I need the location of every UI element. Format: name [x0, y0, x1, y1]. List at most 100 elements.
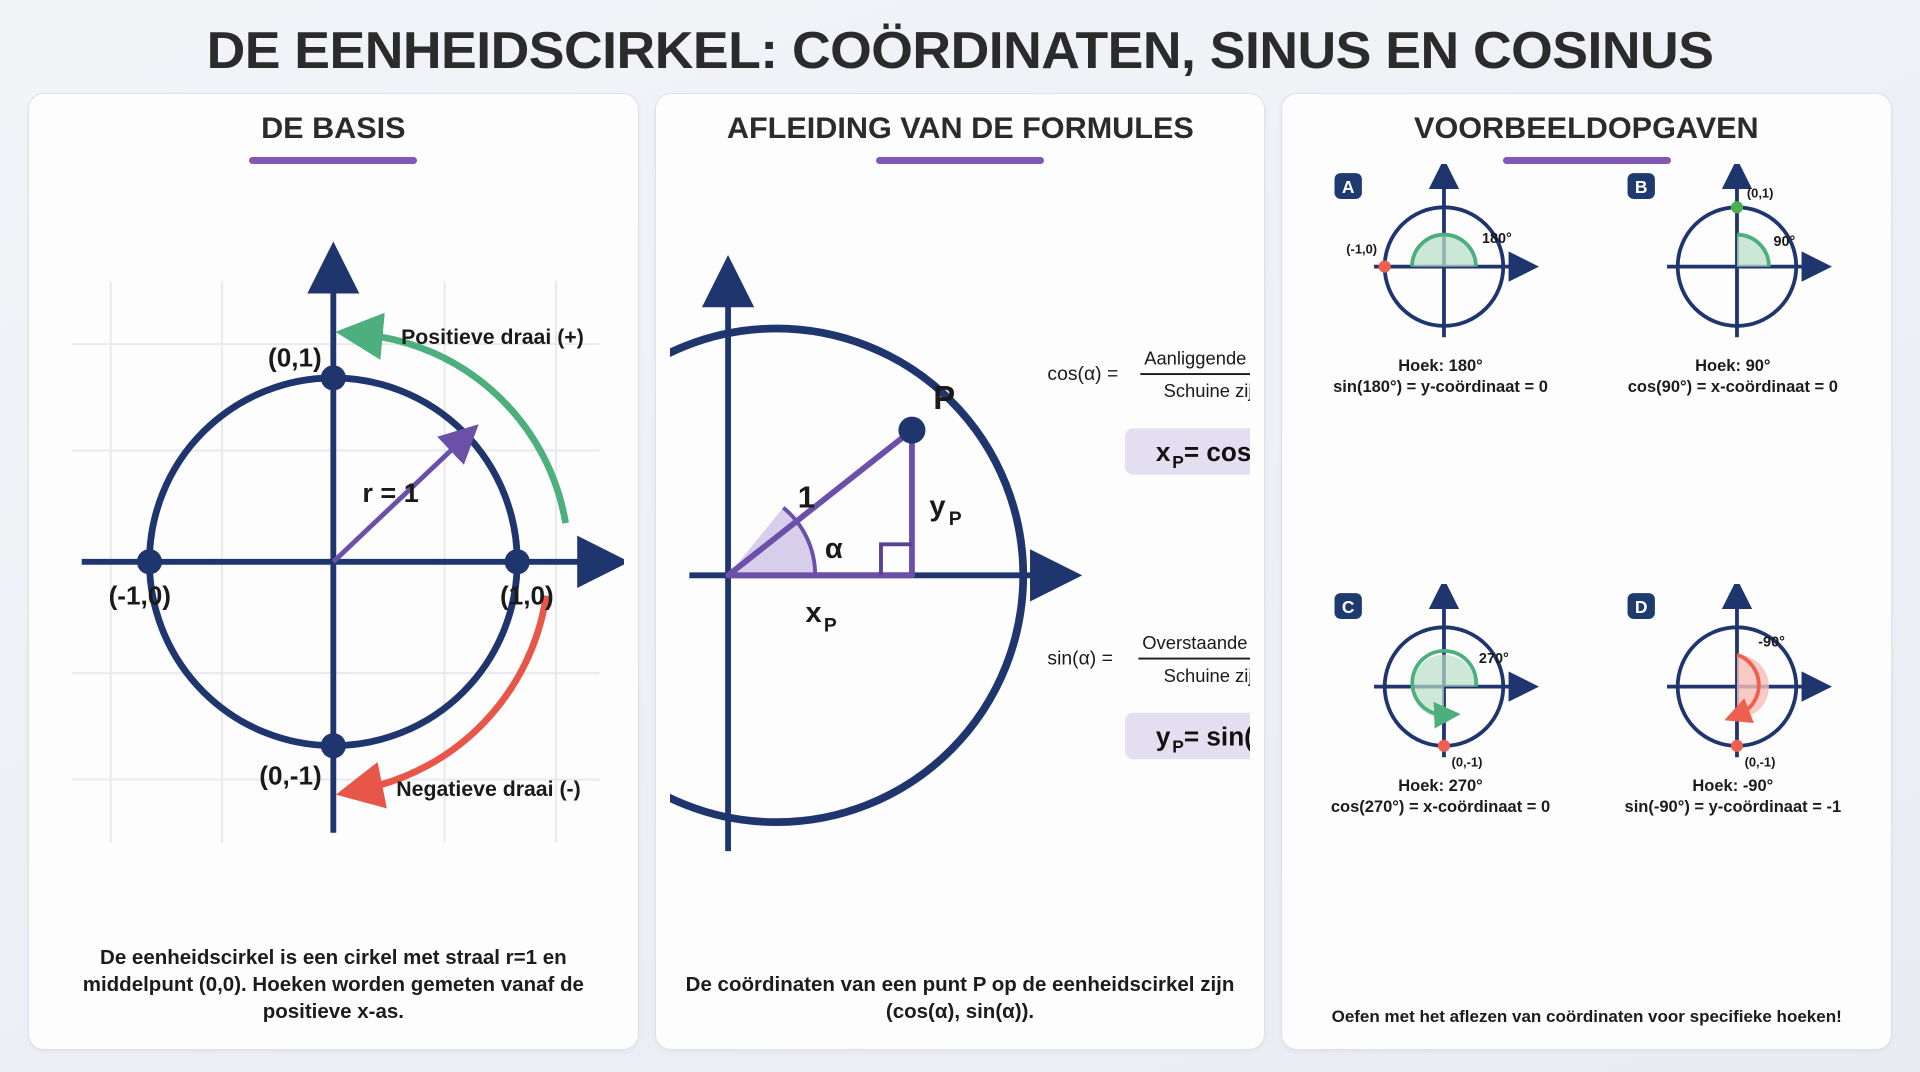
- example-d-caption: Hoek: -90° sin(-90°) = y-coördinaat = -1: [1625, 776, 1842, 818]
- angle-arc: [781, 505, 817, 575]
- label-negative-turn: Negatieve draai (-): [396, 777, 581, 801]
- label-point-p: P: [933, 378, 955, 415]
- angle-arc: [1410, 232, 1479, 267]
- label-leg-y-sub: P: [948, 508, 961, 530]
- badge-a-label: A: [1342, 176, 1355, 196]
- example-a-diagram: A (-1,0) 180°: [1334, 163, 1540, 337]
- angle-label: 180°: [1482, 231, 1512, 247]
- examples-grid: A (-1,0) 180° Hoek: 180° sin(180°) = y-c…: [1296, 163, 1877, 1003]
- panels-container: DE BASIS: [28, 92, 1893, 1050]
- highlight-point: [1730, 740, 1743, 753]
- sin-result-box: [1124, 712, 1251, 759]
- cos-result-rest: = cos(α): [1184, 437, 1251, 467]
- badge-c-box: [1334, 593, 1363, 620]
- panel-title-afleiding: AFLEIDING VAN DE FORMULES: [726, 111, 1194, 145]
- angle-label: 270°: [1479, 651, 1509, 667]
- example-b-caption-line2: cos(90°) = x-coördinaat = 0: [1627, 377, 1838, 396]
- example-a-caption-line2: sin(180°) = y-coördinaat = 0: [1333, 377, 1548, 396]
- right-angle-marker: [878, 542, 912, 575]
- sin-result-rest: = sin(α): [1184, 721, 1251, 751]
- example-b: B (0,1) 90° Hoek: 90° cos(90°) = x-coörd…: [1589, 163, 1877, 583]
- badge-b-label: B: [1635, 176, 1648, 196]
- point-0-1: [320, 364, 346, 391]
- panel-body-basis: (0,1) (-1,0) (1,0) (0,-1) r = 1 Positiev…: [43, 164, 624, 940]
- accent-bar-basis: [249, 156, 418, 164]
- label-angle-alpha: α: [825, 533, 843, 565]
- label-point-bottom: (0,-1): [259, 760, 321, 790]
- angle-label: 90°: [1773, 234, 1795, 250]
- sin-result-main: y: [1156, 721, 1171, 751]
- badge-b-box: [1627, 172, 1655, 199]
- badge-a-box: [1334, 172, 1363, 199]
- sin-lhs: sin(α) =: [1047, 647, 1112, 669]
- label-leg-x-sub: P: [824, 614, 837, 636]
- example-a: A (-1,0) 180° Hoek: 180° sin(180°) = y-c…: [1296, 163, 1584, 583]
- angle-arc: [1724, 653, 1761, 724]
- example-c-diagram: C (0,-1) 270°: [1334, 584, 1540, 770]
- caption-basis: De eenheidscirkel is een cirkel met stra…: [82, 945, 584, 1023]
- label-point-left: (-1,0): [109, 580, 171, 610]
- example-d-caption-line2: sin(-90°) = y-coördinaat = -1: [1624, 798, 1842, 817]
- label-positive-turn: Positieve draai (+): [401, 325, 584, 349]
- highlight-point: [1438, 740, 1451, 753]
- label-leg-x: x: [805, 596, 821, 628]
- angle-fill: [1736, 234, 1769, 267]
- footer-voorbeelden: Oefen met het aflezen van coördinaten vo…: [1331, 1007, 1842, 1026]
- example-a-caption-line1: Hoek: 180°: [1398, 356, 1483, 375]
- point-label: (0,-1): [1744, 755, 1775, 770]
- point-label: (0,-1): [1452, 755, 1483, 770]
- cos-lhs: cos(α) =: [1047, 362, 1118, 384]
- angle-arc: [1410, 649, 1479, 729]
- example-b-caption-line1: Hoek: 90°: [1695, 356, 1771, 375]
- panel-voorbeelden: VOORBEELDOPGAVEN A: [1281, 92, 1893, 1050]
- point-label: (-1,0): [1347, 241, 1378, 256]
- highlight-point: [1378, 260, 1392, 273]
- point-p-marker: [898, 416, 926, 444]
- formula-cos: cos(α) = Aanliggende zijde Schuine zijde…: [1047, 347, 1251, 475]
- example-d-diagram: D (0,-1) -90°: [1627, 584, 1832, 770]
- example-b-caption: Hoek: 90° cos(90°) = x-coördinaat = 0: [1628, 356, 1838, 398]
- example-c-caption-line2: cos(270°) = x-coördinaat = 0: [1330, 798, 1551, 817]
- angle-fill: [1412, 234, 1477, 267]
- example-c-caption: Hoek: 270° cos(270°) = x-coördinaat = 0: [1331, 776, 1550, 818]
- sin-numerator: Overstaande zijde: [1142, 631, 1250, 652]
- label-leg-y: y: [929, 490, 945, 522]
- sin-denominator: Schuine zijde: [1163, 664, 1250, 685]
- angle-label: -90°: [1758, 635, 1785, 651]
- page-title: DE EENHEIDSCIRKEL: COÖRDINATEN, SINUS EN…: [206, 22, 1714, 80]
- label-point-right: (1,0): [500, 580, 554, 610]
- badge-d-box: [1627, 593, 1655, 620]
- formula-sin: sin(α) = Overstaande zijde Schuine zijde…: [1047, 631, 1251, 759]
- right-triangle: [724, 426, 915, 578]
- label-point-top: (0,1): [268, 342, 322, 372]
- example-d-caption-line1: Hoek: -90°: [1692, 777, 1774, 796]
- example-d: D (0,-1) -90° Hoek: -90° sin(-90°) = y-c…: [1589, 584, 1877, 1003]
- accent-bar-voorbeelden: [1502, 156, 1671, 164]
- cos-denominator: Schuine zijde: [1163, 380, 1250, 401]
- panel-title-basis: DE BASIS: [261, 111, 406, 145]
- caption-afleiding: De coördinaten van een punt P op de eenh…: [685, 972, 1235, 1023]
- panel-title-voorbeelden: VOORBEELDOPGAVEN: [1414, 111, 1759, 145]
- radius-arrow: [331, 423, 479, 564]
- label-hypotenuse: 1: [797, 479, 814, 514]
- sin-result-sub: P: [1172, 736, 1184, 756]
- example-b-diagram: B (0,1) 90°: [1627, 163, 1832, 337]
- panel-de-basis: DE BASIS: [28, 92, 639, 1050]
- cos-result-box: [1124, 427, 1251, 475]
- angle-fill: [1412, 654, 1477, 719]
- example-c: C (0,-1) 270° Hoek: 270° cos(270°) = x-c…: [1296, 584, 1584, 1003]
- cos-result-sub: P: [1172, 452, 1184, 472]
- point-neg1-0: [136, 548, 163, 574]
- point-1-0: [504, 548, 530, 574]
- label-radius: r = 1: [362, 476, 418, 507]
- badge-c-label: C: [1342, 597, 1355, 617]
- panel-body-afleiding: P 1 α y P x P cos(α) = Aanliggende zijde…: [669, 164, 1251, 967]
- cos-numerator: Aanliggende zijde: [1144, 347, 1250, 368]
- cos-result-main: x: [1156, 437, 1171, 467]
- derivation-diagram: P 1 α y P x P cos(α) = Aanliggende zijde…: [669, 254, 1251, 851]
- angle-arc: [1736, 232, 1771, 267]
- unit-circle-diagram: (0,1) (-1,0) (1,0) (0,-1) r = 1 Positiev…: [72, 241, 624, 843]
- badge-d-label: D: [1635, 597, 1648, 617]
- negative-rotation-arc: [335, 594, 550, 809]
